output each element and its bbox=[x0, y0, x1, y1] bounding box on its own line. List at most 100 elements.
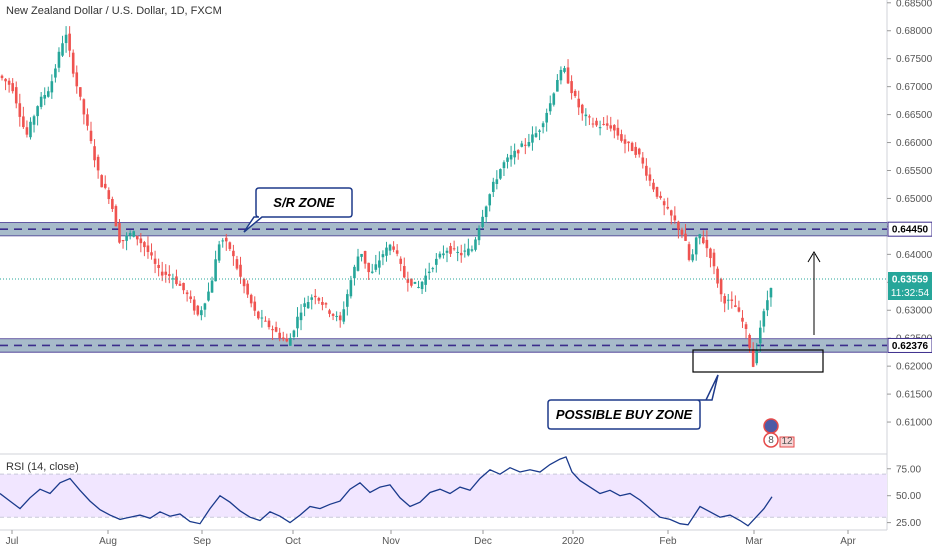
candle-body bbox=[324, 303, 328, 305]
candle-body bbox=[14, 87, 18, 104]
candle-body bbox=[331, 314, 335, 316]
candle-body bbox=[559, 69, 563, 81]
candle-body bbox=[128, 232, 132, 236]
candle-body bbox=[410, 278, 413, 286]
sr-zones bbox=[0, 222, 887, 353]
candle-body bbox=[406, 279, 410, 283]
candle-body bbox=[338, 315, 342, 321]
candle-body bbox=[346, 294, 349, 307]
candle-body bbox=[168, 274, 171, 276]
candle-body bbox=[584, 114, 588, 117]
candle-body bbox=[224, 237, 228, 242]
candle-body bbox=[527, 141, 531, 147]
candle-body bbox=[723, 295, 726, 304]
candle-body bbox=[200, 310, 203, 316]
candle-body bbox=[157, 264, 160, 268]
candle-body bbox=[499, 169, 502, 179]
candle-body bbox=[96, 156, 100, 171]
lower-zone-band bbox=[0, 338, 887, 353]
candle-body bbox=[335, 315, 338, 317]
candle-body bbox=[214, 259, 217, 282]
chart-title: New Zealand Dollar / U.S. Dollar, 1D, FX… bbox=[6, 5, 222, 17]
candle-body bbox=[285, 338, 289, 342]
candle-body bbox=[637, 148, 641, 155]
rsi-line bbox=[0, 456, 773, 527]
candle-body bbox=[420, 281, 424, 290]
candle-body bbox=[353, 266, 356, 279]
candle-body bbox=[292, 330, 296, 338]
candle-body bbox=[82, 99, 86, 115]
candle-body bbox=[182, 282, 185, 291]
price-tick-label: 0.63000 bbox=[896, 306, 932, 317]
candle-body bbox=[456, 251, 459, 253]
candle-body bbox=[317, 298, 321, 301]
candle-body bbox=[602, 123, 605, 125]
candle-body bbox=[552, 93, 556, 105]
rsi-tick-label: 25.00 bbox=[896, 518, 921, 529]
time-tick-label: Nov bbox=[382, 536, 400, 547]
candle-body bbox=[135, 235, 139, 240]
time-tick-label: 2020 bbox=[562, 536, 585, 547]
candle-body bbox=[595, 120, 598, 126]
candle-body bbox=[4, 78, 7, 82]
candle-body bbox=[132, 231, 136, 237]
candle-body bbox=[509, 154, 513, 160]
candle-body bbox=[513, 150, 516, 158]
candle-body bbox=[613, 125, 616, 131]
candle-body bbox=[370, 271, 374, 273]
candle-body bbox=[698, 234, 702, 239]
candle-body bbox=[264, 320, 267, 322]
price-tick-label: 0.66500 bbox=[896, 110, 932, 121]
candle-body bbox=[18, 103, 22, 117]
rsi-title: RSI (14, close) bbox=[6, 461, 79, 473]
candle-body bbox=[114, 206, 118, 227]
candle-body bbox=[367, 262, 370, 273]
candle-body bbox=[427, 271, 431, 274]
candle-body bbox=[712, 252, 716, 267]
candle-body bbox=[178, 283, 182, 286]
candle-body bbox=[516, 150, 520, 154]
candle-body bbox=[139, 238, 143, 244]
candle-body bbox=[289, 337, 292, 346]
candle-body bbox=[580, 104, 584, 114]
rsi-tick-label: 75.00 bbox=[896, 464, 921, 475]
candle-body bbox=[762, 311, 766, 327]
candle-body bbox=[652, 182, 655, 190]
candle-body bbox=[260, 317, 264, 319]
candle-body bbox=[424, 275, 427, 285]
candle-body bbox=[534, 133, 538, 137]
event-badge-icon bbox=[763, 432, 779, 448]
candle-body bbox=[730, 299, 734, 301]
candle-body bbox=[467, 248, 470, 256]
candle-body bbox=[239, 264, 242, 277]
buy-zone-callout: POSSIBLE BUY ZONE bbox=[547, 374, 719, 430]
rsi-tick-label: 50.00 bbox=[896, 491, 921, 502]
candle-body bbox=[684, 233, 687, 241]
candle-body bbox=[349, 280, 353, 297]
candle-body bbox=[641, 157, 645, 164]
candle-body bbox=[766, 300, 769, 311]
candle-body bbox=[68, 33, 71, 51]
candle-body bbox=[573, 90, 577, 96]
current-price-label: 0.63559 bbox=[892, 275, 929, 286]
lower-level-tag bbox=[887, 337, 932, 353]
candle-body bbox=[666, 206, 670, 209]
candle-body bbox=[719, 279, 723, 295]
upper-level-tag bbox=[887, 221, 932, 237]
rsi-pane: 75.00 50.00 25.00 bbox=[0, 456, 921, 529]
candle-body bbox=[659, 195, 662, 198]
price-tick-label: 0.62000 bbox=[896, 362, 932, 373]
candle-body bbox=[392, 246, 395, 250]
candle-body bbox=[274, 327, 278, 332]
candle-body bbox=[342, 309, 346, 322]
candle-body bbox=[577, 98, 581, 108]
candle-body bbox=[399, 258, 403, 264]
candle-body bbox=[303, 303, 306, 307]
candle-body bbox=[93, 146, 96, 161]
candle-body bbox=[691, 254, 694, 261]
candle-body bbox=[385, 247, 388, 256]
candle-body bbox=[662, 201, 666, 206]
candle-body bbox=[107, 190, 111, 200]
candle-body bbox=[306, 302, 310, 309]
